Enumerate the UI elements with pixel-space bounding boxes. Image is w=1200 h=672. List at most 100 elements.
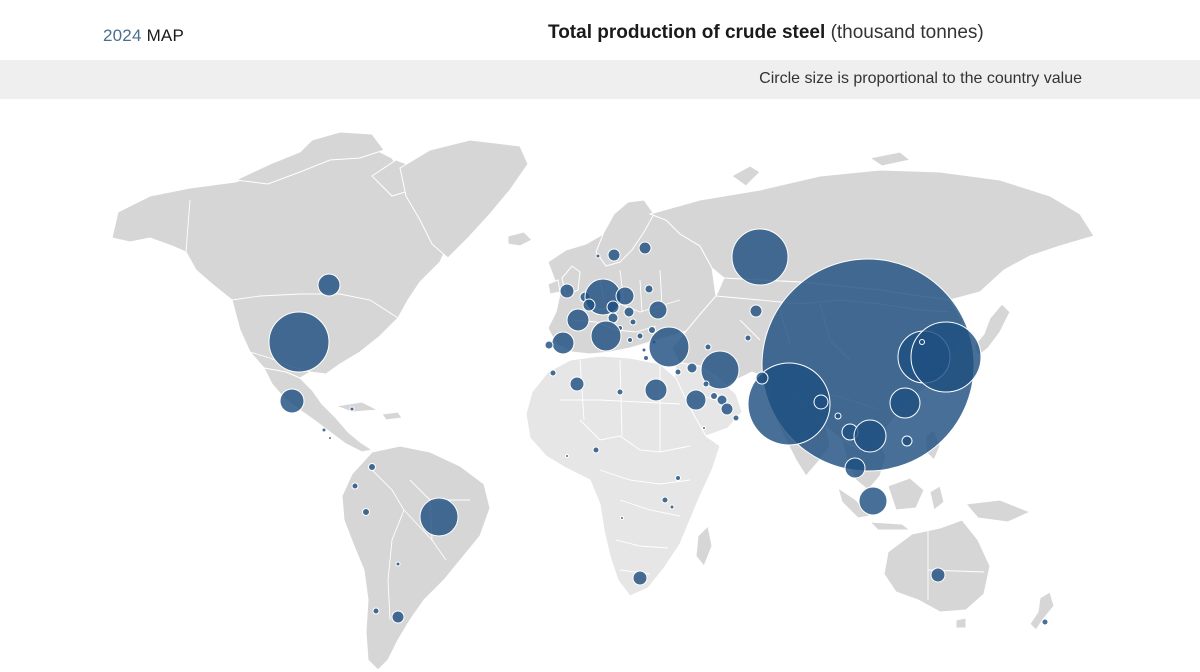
bubble-ghana[interactable] [565, 454, 569, 458]
land-cuba [334, 401, 380, 413]
bubble-taiwan[interactable] [889, 387, 921, 419]
land-arctic-islands [234, 131, 385, 185]
bubble-south-africa[interactable] [632, 570, 648, 586]
year-selector[interactable]: 2024 MAP [103, 26, 184, 46]
bubble-ethiopia[interactable] [675, 475, 681, 481]
bubble-greece[interactable] [643, 355, 649, 361]
page-title: Total production of crude steel (thousan… [548, 22, 984, 44]
bubble-brazil[interactable] [419, 497, 459, 537]
land-south-america [341, 445, 491, 671]
bubble-finland[interactable] [638, 241, 652, 255]
bubble-egypt[interactable] [644, 378, 668, 402]
bubble-guatemala[interactable] [321, 427, 327, 433]
bubble-poland[interactable] [615, 286, 635, 306]
land-iceland [507, 231, 533, 247]
bubble-romania[interactable] [648, 326, 656, 334]
land-ireland [547, 279, 561, 295]
land-japan [973, 303, 1011, 357]
bubble-france[interactable] [566, 308, 590, 332]
bubble-hungary[interactable] [629, 318, 637, 326]
bubble-uae[interactable] [720, 402, 734, 416]
bubble-spain[interactable] [551, 331, 575, 355]
bubble-peru[interactable] [362, 508, 370, 516]
bubble-myanmar[interactable] [834, 412, 842, 420]
land-siberia-islands [868, 151, 912, 167]
bubble-turkey[interactable] [648, 326, 690, 368]
land-novaya-zemlya [731, 165, 761, 187]
bubble-uzbekistan[interactable] [744, 334, 752, 342]
land-madagascar [695, 524, 713, 567]
land-new-guinea [965, 499, 1032, 523]
bubble-oman[interactable] [732, 414, 740, 422]
bubble-kuwait[interactable] [702, 380, 710, 388]
bubble-mexico[interactable] [279, 388, 305, 414]
border-africa-4 [599, 469, 691, 517]
land-tasmania [955, 617, 967, 629]
legend-note: Circle size is proportional to the count… [759, 70, 1082, 87]
border-andes [371, 469, 405, 621]
bubble-russia[interactable] [731, 228, 789, 286]
bubble-vietnam[interactable] [853, 419, 887, 453]
bubble-kazakhstan[interactable] [749, 304, 763, 318]
bubble-czechia[interactable] [606, 300, 620, 314]
bubble-italy[interactable] [590, 320, 622, 352]
world-map[interactable] [0, 99, 1200, 672]
bubble-macedonia[interactable] [641, 347, 647, 353]
bubble-morocco[interactable] [549, 369, 557, 377]
bubble-bosnia[interactable] [627, 337, 633, 343]
bubble-layer[interactable] [268, 228, 1049, 626]
bubble-new-zealand[interactable] [1041, 618, 1049, 626]
bubble-philippines[interactable] [901, 435, 913, 447]
bubble-uk[interactable] [559, 283, 575, 299]
land-greenland [399, 139, 529, 259]
border-us-canada [231, 293, 399, 319]
bubble-bahrain[interactable] [710, 392, 718, 400]
bubble-paraguay[interactable] [395, 561, 401, 567]
bubble-ukraine[interactable] [648, 300, 668, 320]
border-africa-2 [579, 419, 691, 453]
bubble-colombia[interactable] [351, 482, 359, 490]
bubble-north-korea[interactable] [919, 339, 925, 345]
bubble-serbia[interactable] [636, 332, 644, 340]
bubble-chile[interactable] [372, 607, 380, 615]
land-borneo [887, 477, 925, 511]
bubble-drc[interactable] [620, 516, 624, 520]
legend-bar: Circle size is proportional to the count… [0, 60, 1200, 99]
bubble-cuba[interactable] [349, 406, 355, 412]
border-canada-alaska [185, 199, 191, 253]
bubble-venezuela[interactable] [368, 463, 376, 471]
bubble-south-korea[interactable] [910, 321, 982, 393]
land-java [868, 521, 912, 531]
bubble-belgium[interactable] [582, 298, 596, 312]
bubble-indonesia[interactable] [858, 486, 888, 516]
bubble-saudi-arabia[interactable] [685, 389, 707, 411]
land-sumatra [837, 486, 871, 519]
bubble-malaysia[interactable] [844, 457, 866, 479]
bubble-iran[interactable] [700, 350, 740, 390]
bubble-yemen[interactable] [702, 426, 706, 430]
land-hispaniola [381, 411, 403, 421]
bubble-bangladesh[interactable] [813, 394, 829, 410]
bubble-usa[interactable] [268, 311, 330, 373]
bubble-canada[interactable] [317, 273, 341, 297]
world-map-svg[interactable] [0, 99, 1200, 672]
bubble-iraq[interactable] [686, 362, 698, 374]
bubble-australia[interactable] [930, 567, 946, 583]
bubble-uganda[interactable] [661, 496, 669, 504]
bubble-algeria[interactable] [569, 376, 585, 392]
bubble-nigeria[interactable] [592, 446, 600, 454]
bubble-el-salvador[interactable] [328, 436, 332, 440]
bubble-kenya[interactable] [669, 504, 675, 510]
bubble-libya[interactable] [616, 388, 624, 396]
title-main: Total production of crude steel [548, 22, 826, 43]
bubble-sweden[interactable] [607, 248, 621, 262]
bubble-slovakia[interactable] [623, 306, 635, 318]
bubble-argentina[interactable] [391, 610, 405, 624]
bubble-belarus[interactable] [644, 284, 654, 294]
bubble-azerbaijan[interactable] [704, 343, 712, 351]
bubble-pakistan[interactable] [755, 371, 769, 385]
bubble-norway[interactable] [595, 253, 601, 259]
bubble-india[interactable] [747, 362, 831, 446]
bubble-portugal[interactable] [544, 340, 554, 350]
bubble-syria[interactable] [674, 368, 682, 376]
